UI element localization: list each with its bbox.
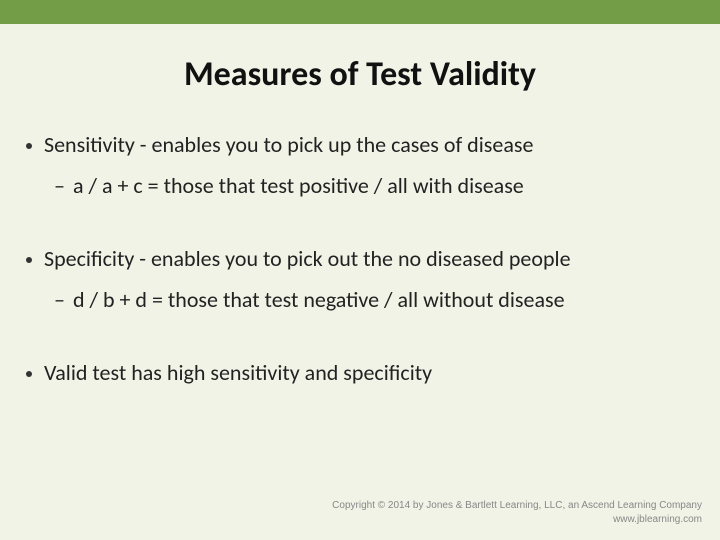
bullet-valid-test: Valid test has high sensitivity and spec… xyxy=(26,359,694,386)
bullet-text: d / b + d = those that test negative / a… xyxy=(73,286,565,313)
slide-title: Measures of Test Validity xyxy=(0,54,720,95)
bullet-text: a / a + c = those that test positive / a… xyxy=(73,172,524,199)
slide-body: Sensitivity - enables you to pick up the… xyxy=(0,131,720,386)
bullet-dot-icon xyxy=(26,371,32,377)
bullet-dash-icon: – xyxy=(54,286,65,313)
bullet-text: Specificity - enables you to pick out th… xyxy=(44,245,571,272)
top-accent-bar xyxy=(0,0,720,24)
bullet-sensitivity: Sensitivity - enables you to pick up the… xyxy=(26,131,694,158)
sub-bullet-sensitivity-formula: – a / a + c = those that test positive /… xyxy=(54,172,694,199)
footer-line-1: Copyright © 2014 by Jones & Bartlett Lea… xyxy=(332,499,702,513)
bullet-text: Valid test has high sensitivity and spec… xyxy=(44,359,432,386)
bullet-specificity: Specificity - enables you to pick out th… xyxy=(26,245,694,272)
copyright-footer: Copyright © 2014 by Jones & Bartlett Lea… xyxy=(332,499,702,526)
sub-bullet-specificity-formula: – d / b + d = those that test negative /… xyxy=(54,286,694,313)
bullet-dot-icon xyxy=(26,143,32,149)
footer-line-2: www.jblearning.com xyxy=(332,513,702,527)
bullet-dot-icon xyxy=(26,257,32,263)
bullet-text: Sensitivity - enables you to pick up the… xyxy=(44,131,533,158)
bullet-dash-icon: – xyxy=(54,172,65,199)
